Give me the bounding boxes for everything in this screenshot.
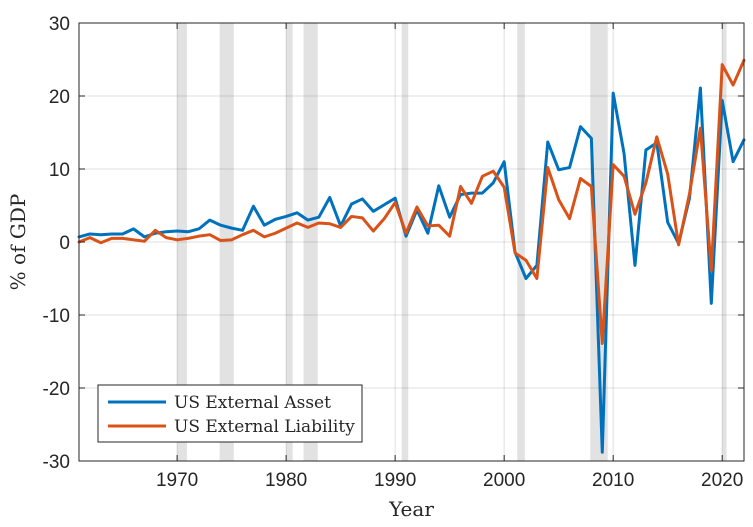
x-tick-label-2010: 2010 [592,470,634,491]
y-tick-label--10: -10 [43,306,70,327]
x-tick-label-2020: 2020 [701,470,743,491]
y-tick-label--30: -30 [43,452,70,473]
legend-label-us-external-asset: US External Asset [174,393,331,413]
y-tick-label--20: -20 [43,379,70,400]
y-axis-label: % of GDP [6,194,30,291]
y-tick-label-30: 30 [49,14,70,35]
x-tick-label-1980: 1980 [265,470,307,491]
y-tick-label-0: 0 [59,233,70,254]
y-tick-label-10: 10 [49,160,70,181]
x-axis-label: Year [388,497,434,521]
x-tick-label-1970: 1970 [156,470,198,491]
legend-label-us-external-liability: US External Liability [174,417,355,437]
y-tick-label-20: 20 [49,87,70,108]
legend: US External Asset US External Liability [98,385,362,442]
x-tick-label-1990: 1990 [374,470,416,491]
x-tick-label-2000: 2000 [483,470,525,491]
